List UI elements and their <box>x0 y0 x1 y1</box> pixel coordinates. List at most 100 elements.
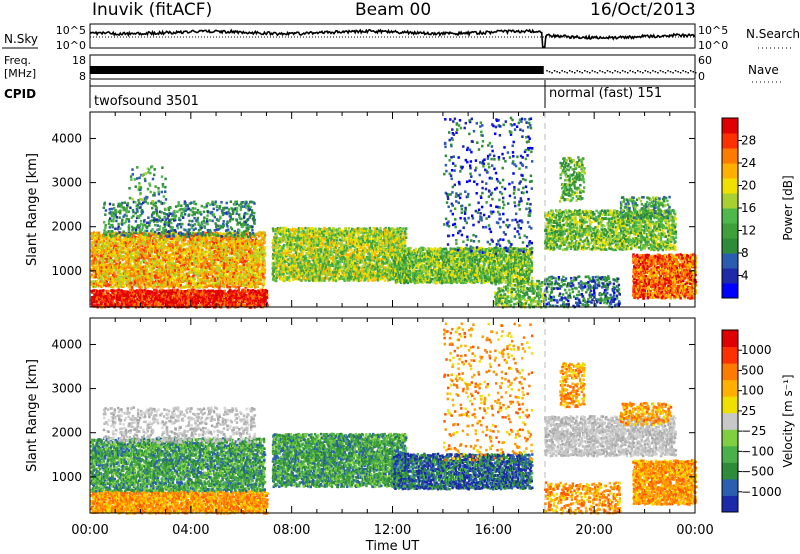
nave-dot <box>635 72 637 74</box>
data-cell <box>149 243 151 246</box>
nave-dot <box>577 70 579 72</box>
nave-dot <box>554 70 556 72</box>
data-cell <box>151 278 153 281</box>
nave-dot <box>627 72 629 74</box>
nave-dot <box>619 72 621 74</box>
nave-dot <box>642 72 644 74</box>
data-cell <box>232 299 234 302</box>
nave-dot <box>609 71 611 73</box>
nave-dot <box>695 72 697 74</box>
data-cell <box>107 290 109 293</box>
data-cell <box>131 286 133 289</box>
nave-dot <box>690 70 692 72</box>
nave-dot <box>597 72 599 74</box>
nave-tick-bottom: 0 <box>698 70 705 83</box>
data-cell <box>137 239 139 242</box>
noise-sky-trace <box>90 30 695 47</box>
nave-dot <box>652 70 654 72</box>
data-cell <box>111 262 113 265</box>
data-cell <box>217 303 219 306</box>
data-cell <box>122 282 124 285</box>
nave-dot <box>546 70 548 72</box>
data-cell <box>138 259 140 262</box>
nave-dot <box>599 70 601 72</box>
nave-dot <box>665 72 667 74</box>
nave-dot <box>564 71 566 73</box>
data-cell <box>113 272 115 275</box>
nave-dot <box>685 71 687 73</box>
data-cell <box>128 248 130 251</box>
nave-dot <box>655 71 657 73</box>
data-cell <box>194 290 196 293</box>
nave-dot <box>682 70 684 72</box>
freq-label-line1: Freq. <box>4 54 31 67</box>
data-cell <box>128 258 130 261</box>
data-cell <box>266 296 268 299</box>
freq-band-twofsound <box>90 66 544 74</box>
noise-left-tick-bottom: 10^0 <box>56 39 86 52</box>
data-cell <box>152 246 154 249</box>
plot-canvas: N.Sky10^510^010^510^0N.Search Freq.[MHz]… <box>0 0 800 554</box>
nave-dot <box>687 72 689 74</box>
data-cell <box>105 266 107 269</box>
nave-dot <box>640 71 642 73</box>
nave-label: Nave <box>748 63 779 77</box>
noise-frame <box>90 24 695 48</box>
nave-dot <box>574 72 576 74</box>
data-cell <box>122 247 124 250</box>
nave-dot <box>607 70 609 72</box>
data-cell <box>152 255 154 258</box>
nave-dot <box>672 72 674 74</box>
nave-dot <box>556 71 558 73</box>
data-cell <box>149 254 151 257</box>
data-cell <box>119 236 121 239</box>
noise-right-label: N.Search <box>746 27 800 41</box>
nave-dot <box>662 71 664 73</box>
data-cell <box>238 289 240 292</box>
nave-dot <box>604 72 606 74</box>
data-cell <box>91 254 93 257</box>
data-cell <box>135 285 137 288</box>
data-cell <box>145 251 147 254</box>
nave-dot <box>614 70 616 72</box>
data-cell <box>95 259 97 262</box>
data-cell <box>139 284 141 287</box>
data-cell <box>141 286 143 289</box>
nave-dot <box>624 71 626 73</box>
nave-dot <box>670 71 672 73</box>
nave-dot <box>667 70 669 72</box>
nave-dot <box>571 71 573 73</box>
data-cell <box>238 300 240 303</box>
superdarn-summary-plot: Inuvik (fitACF) Beam 00 16/Oct/2013 N.Sk… <box>0 0 800 554</box>
data-cell <box>224 290 226 293</box>
data-cell <box>99 290 101 293</box>
freq-tick-top: 18 <box>72 54 86 67</box>
data-cell <box>111 259 113 262</box>
data-cell <box>129 279 131 282</box>
nave-dot <box>617 71 619 73</box>
nave-dot <box>582 72 584 74</box>
freq-label-line2: [MHz] <box>4 67 36 80</box>
nave-dot <box>559 72 561 74</box>
nave-tick-top: 60 <box>698 54 712 67</box>
data-cell <box>118 278 120 281</box>
nave-dot <box>675 70 677 72</box>
nave-dot <box>650 72 652 74</box>
data-cell <box>140 248 142 251</box>
nave-dot <box>569 70 571 72</box>
noise-right-tick-bottom: 10^0 <box>698 39 728 52</box>
data-cell <box>98 232 100 235</box>
data-cell <box>95 276 97 279</box>
nave-dot <box>622 70 624 72</box>
data-cell <box>209 301 211 304</box>
data-cell <box>130 281 132 284</box>
nave-dot <box>594 71 596 73</box>
nave-dot <box>566 72 568 74</box>
data-cell <box>102 289 104 292</box>
nave-dot <box>647 71 649 73</box>
data-cell <box>209 304 211 307</box>
data-cell <box>117 247 119 250</box>
nave-dot <box>549 71 551 73</box>
